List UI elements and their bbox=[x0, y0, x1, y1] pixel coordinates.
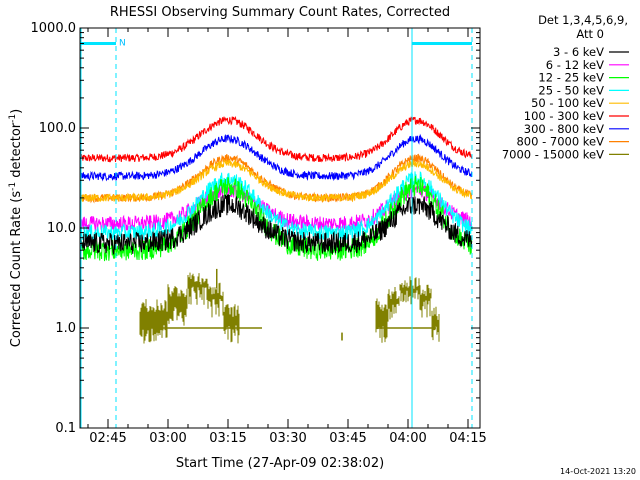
x-tick-label: 04:15 bbox=[449, 431, 486, 446]
y-axis: 1000.0 100.0 10.0 1.0 0.1 bbox=[31, 21, 480, 436]
legend-header-line-1: Det 1,3,4,5,6,9, bbox=[538, 13, 628, 27]
series-line-3 bbox=[79, 175, 473, 262]
legend-entry-label: 50 - 100 keV bbox=[531, 96, 604, 110]
legend-entry-label: 25 - 50 keV bbox=[538, 83, 604, 97]
series-line-7 bbox=[79, 133, 473, 182]
y-tick-label: 0.1 bbox=[55, 421, 76, 436]
legend-entry-label: 3 - 6 keV bbox=[553, 45, 604, 59]
legend-entry-label: 6 - 12 keV bbox=[546, 58, 604, 72]
chart-title: RHESSI Observing Summary Count Rates, Co… bbox=[110, 5, 450, 20]
x-axis: 02:45 03:00 03:15 03:30 03:45 04:00 04:15 bbox=[87, 28, 487, 446]
series-line-5 bbox=[79, 158, 473, 203]
series-line-6 bbox=[79, 115, 473, 163]
y-tick-label: 1000.0 bbox=[31, 21, 77, 36]
series-9-peak-bar bbox=[216, 268, 218, 289]
x-tick-label: 02:45 bbox=[89, 431, 126, 446]
legend-header-line-2: Att 0 bbox=[576, 27, 604, 41]
legend-entry-label: 100 - 300 keV bbox=[524, 109, 604, 123]
series-layer bbox=[79, 115, 473, 344]
legend-entry-label: 12 - 25 keV bbox=[538, 71, 604, 85]
x-axis-label: Start Time (27-Apr-09 02:38:02) bbox=[176, 456, 384, 471]
x-tick-label: 03:00 bbox=[149, 431, 186, 446]
x-tick-label: 03:45 bbox=[329, 431, 366, 446]
x-tick-label: 03:15 bbox=[209, 431, 246, 446]
series-line-4 bbox=[79, 171, 473, 241]
y-axis-label: Corrected Count Rate (s-1 detector-1) bbox=[8, 109, 24, 347]
x-tick-label: 04:00 bbox=[389, 431, 426, 446]
legend-entry-label: 300 - 800 keV bbox=[524, 122, 604, 136]
series-line-1 bbox=[79, 194, 473, 255]
series-line-9 bbox=[139, 272, 440, 344]
y-tick-label: 1.0 bbox=[55, 321, 76, 336]
legend-entry-label: 7000 - 15000 keV bbox=[502, 147, 604, 161]
x-tick-label: 03:30 bbox=[269, 431, 306, 446]
y-tick-label: 10.0 bbox=[47, 221, 76, 236]
y-tick-label: 100.0 bbox=[39, 121, 76, 136]
timestamp: 14-Oct-2021 13:20 bbox=[560, 467, 636, 476]
legend-entry-label: 800 - 7000 keV bbox=[516, 135, 604, 149]
night-label: N bbox=[119, 38, 126, 48]
